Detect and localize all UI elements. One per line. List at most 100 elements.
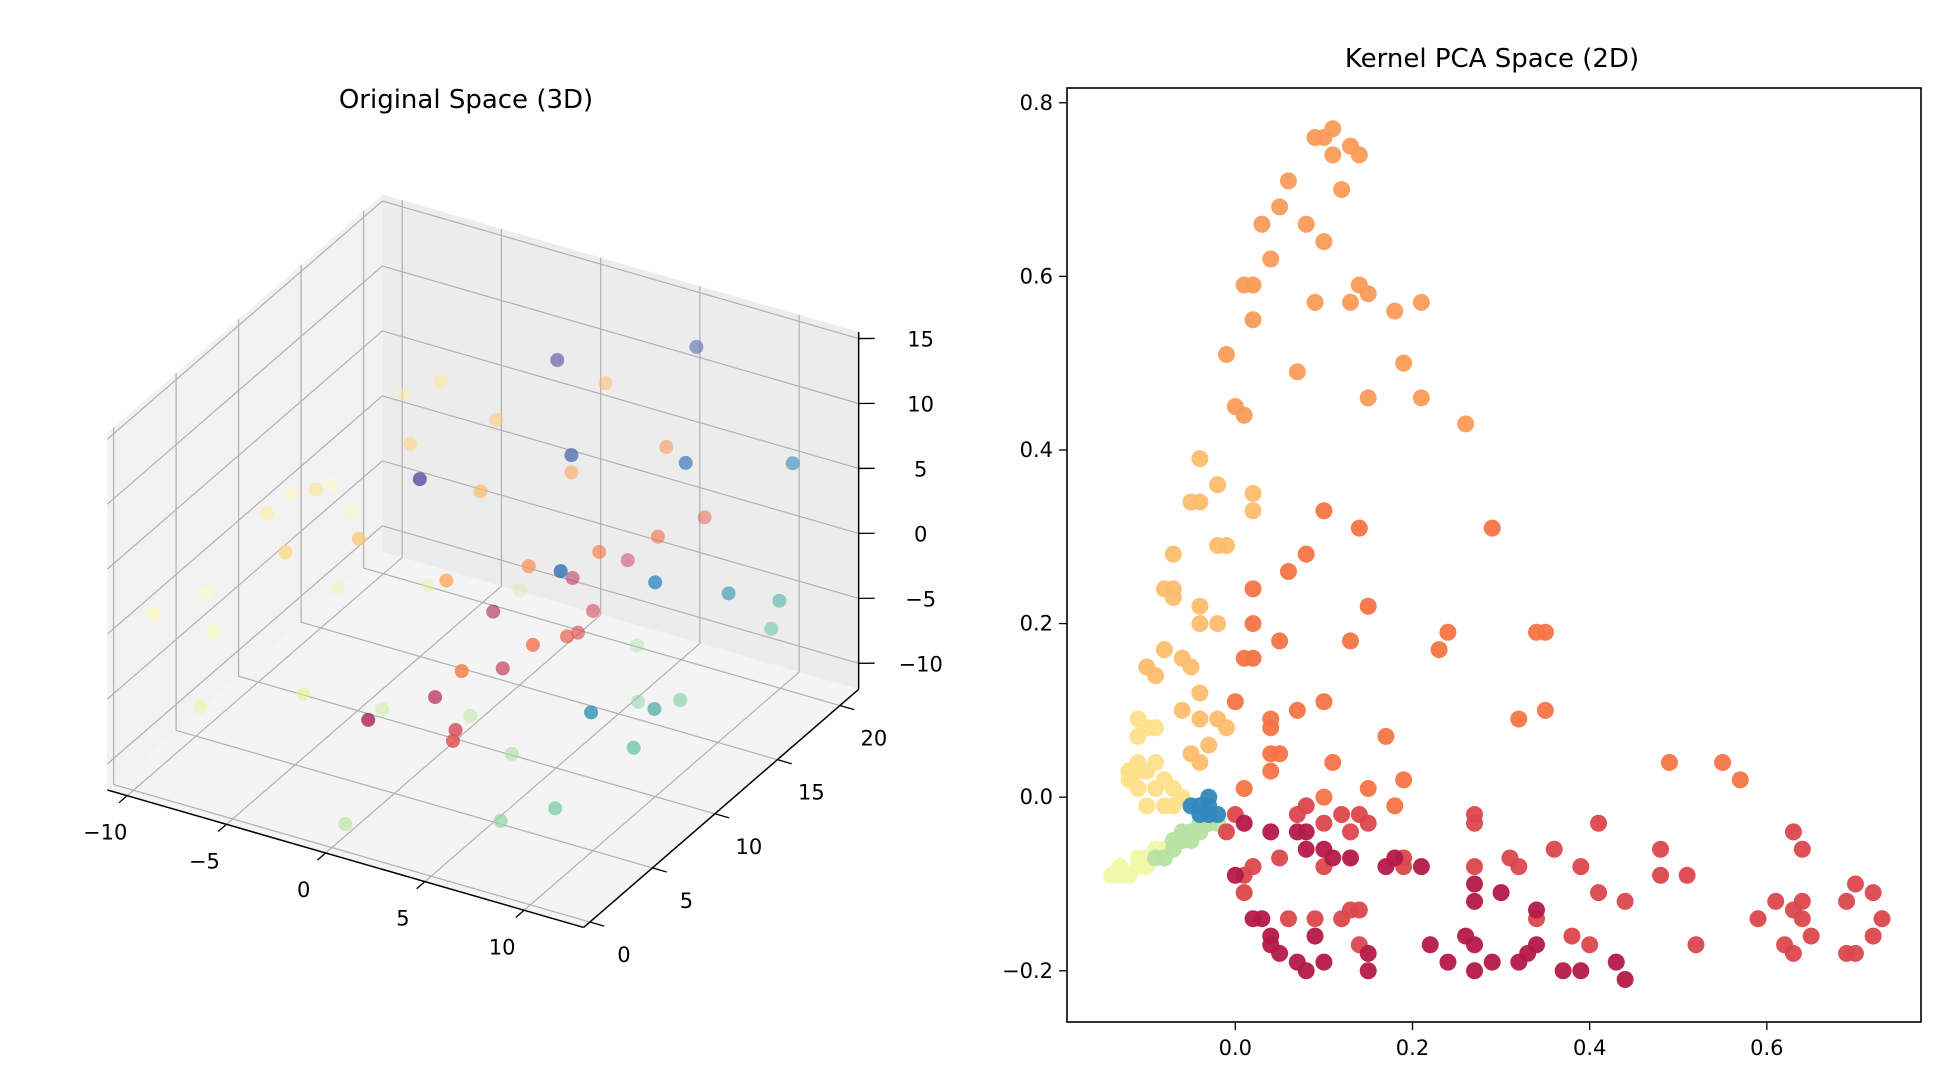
data-point — [1315, 693, 1333, 711]
data-point — [1164, 589, 1182, 607]
data-point — [1528, 901, 1546, 919]
data-point — [463, 708, 478, 723]
data-point — [1244, 615, 1262, 633]
data-point — [1652, 840, 1670, 858]
chart-title-3d: Original Space (3D) — [339, 85, 593, 115]
data-point — [1147, 719, 1165, 737]
data-point — [324, 477, 339, 492]
data-point — [1359, 597, 1377, 615]
data-point — [259, 506, 274, 521]
data-point — [570, 625, 585, 640]
data-point — [1536, 701, 1554, 719]
data-point — [1279, 910, 1297, 928]
data-point — [1572, 858, 1590, 876]
data-point — [433, 374, 448, 389]
data-point — [1288, 363, 1306, 381]
x-tick-label: 5 — [396, 907, 409, 931]
data-point — [1439, 953, 1457, 971]
data-point — [1244, 484, 1262, 502]
data-point — [1279, 562, 1297, 580]
data-point — [473, 484, 488, 499]
data-point — [1359, 285, 1377, 303]
data-point — [1350, 901, 1368, 919]
data-point — [1395, 354, 1413, 372]
z-tick-label: 15 — [907, 328, 934, 352]
data-point — [1466, 858, 1484, 876]
data-point — [1235, 884, 1253, 902]
data-point — [1262, 823, 1280, 841]
pane-floor — [107, 551, 859, 928]
y-axis-line — [583, 688, 860, 929]
data-point — [199, 585, 214, 600]
y-tick-label: 0.8 — [1020, 91, 1053, 115]
3d-axis-lines: −10 −5 0 5 10 0 5 10 15 20 −10 −5 0 5 10 15 — [83, 328, 943, 967]
data-point — [1457, 415, 1475, 433]
data-point — [598, 376, 613, 391]
y-tick — [714, 813, 730, 819]
data-point — [351, 531, 366, 546]
x-tick-label: 0.2 — [1396, 1036, 1429, 1060]
gridline-y — [362, 210, 841, 707]
data-point — [1590, 884, 1608, 902]
x-tick-label: 10 — [489, 935, 516, 959]
data-point — [1244, 311, 1262, 329]
data-point — [1288, 701, 1306, 719]
data-point — [525, 637, 540, 652]
data-point — [1120, 762, 1138, 780]
data-point — [1244, 502, 1262, 520]
data-point — [764, 621, 779, 636]
2d-ticks: 0.0 0.2 0.4 0.6 −0.2 0.0 0.2 0.4 0.6 0.8 — [1002, 91, 1784, 1060]
data-point — [1350, 519, 1368, 537]
data-point — [1386, 849, 1404, 867]
gridline-x — [226, 228, 503, 825]
data-point — [1333, 806, 1351, 824]
x-tick — [515, 909, 525, 918]
3d-panes — [107, 194, 859, 928]
data-point — [550, 353, 565, 368]
data-point — [1864, 884, 1882, 902]
data-point — [564, 465, 579, 480]
y-tick-label: 0.6 — [1020, 264, 1053, 288]
data-point — [1173, 701, 1191, 719]
data-point — [1217, 823, 1235, 841]
data-point — [1590, 814, 1608, 832]
data-point — [1412, 858, 1430, 876]
data-point — [1554, 962, 1572, 980]
data-point — [1793, 840, 1811, 858]
data-point — [1182, 658, 1200, 676]
data-point — [785, 456, 800, 471]
data-point — [1262, 250, 1280, 268]
data-point — [1315, 788, 1333, 806]
data-point — [564, 448, 579, 463]
data-point — [1244, 580, 1262, 598]
y-tick-label: −0.2 — [1002, 959, 1053, 983]
data-point — [1297, 823, 1315, 841]
data-point — [1466, 962, 1484, 980]
data-point — [1802, 927, 1820, 945]
data-point — [1315, 502, 1333, 520]
data-point — [1164, 797, 1182, 815]
data-point — [1271, 745, 1289, 763]
data-point — [1483, 953, 1501, 971]
data-point — [1306, 910, 1324, 928]
data-point — [1244, 276, 1262, 294]
data-point — [1297, 545, 1315, 563]
data-point — [673, 693, 688, 708]
data-point — [504, 746, 519, 761]
data-point — [772, 593, 787, 608]
x-tick — [416, 881, 426, 890]
data-point — [586, 603, 601, 618]
gridline-z — [106, 265, 859, 505]
data-point — [1510, 710, 1528, 728]
data-point — [626, 740, 641, 755]
data-point — [1430, 641, 1448, 659]
data-point — [1164, 545, 1182, 563]
data-point — [1173, 823, 1191, 841]
y-tick-label: 15 — [798, 781, 825, 805]
x-tick-label: 0.6 — [1750, 1036, 1783, 1060]
data-point — [361, 712, 376, 727]
data-point — [330, 580, 345, 595]
data-point — [397, 387, 412, 402]
data-point — [1217, 345, 1235, 363]
data-point — [512, 583, 527, 598]
